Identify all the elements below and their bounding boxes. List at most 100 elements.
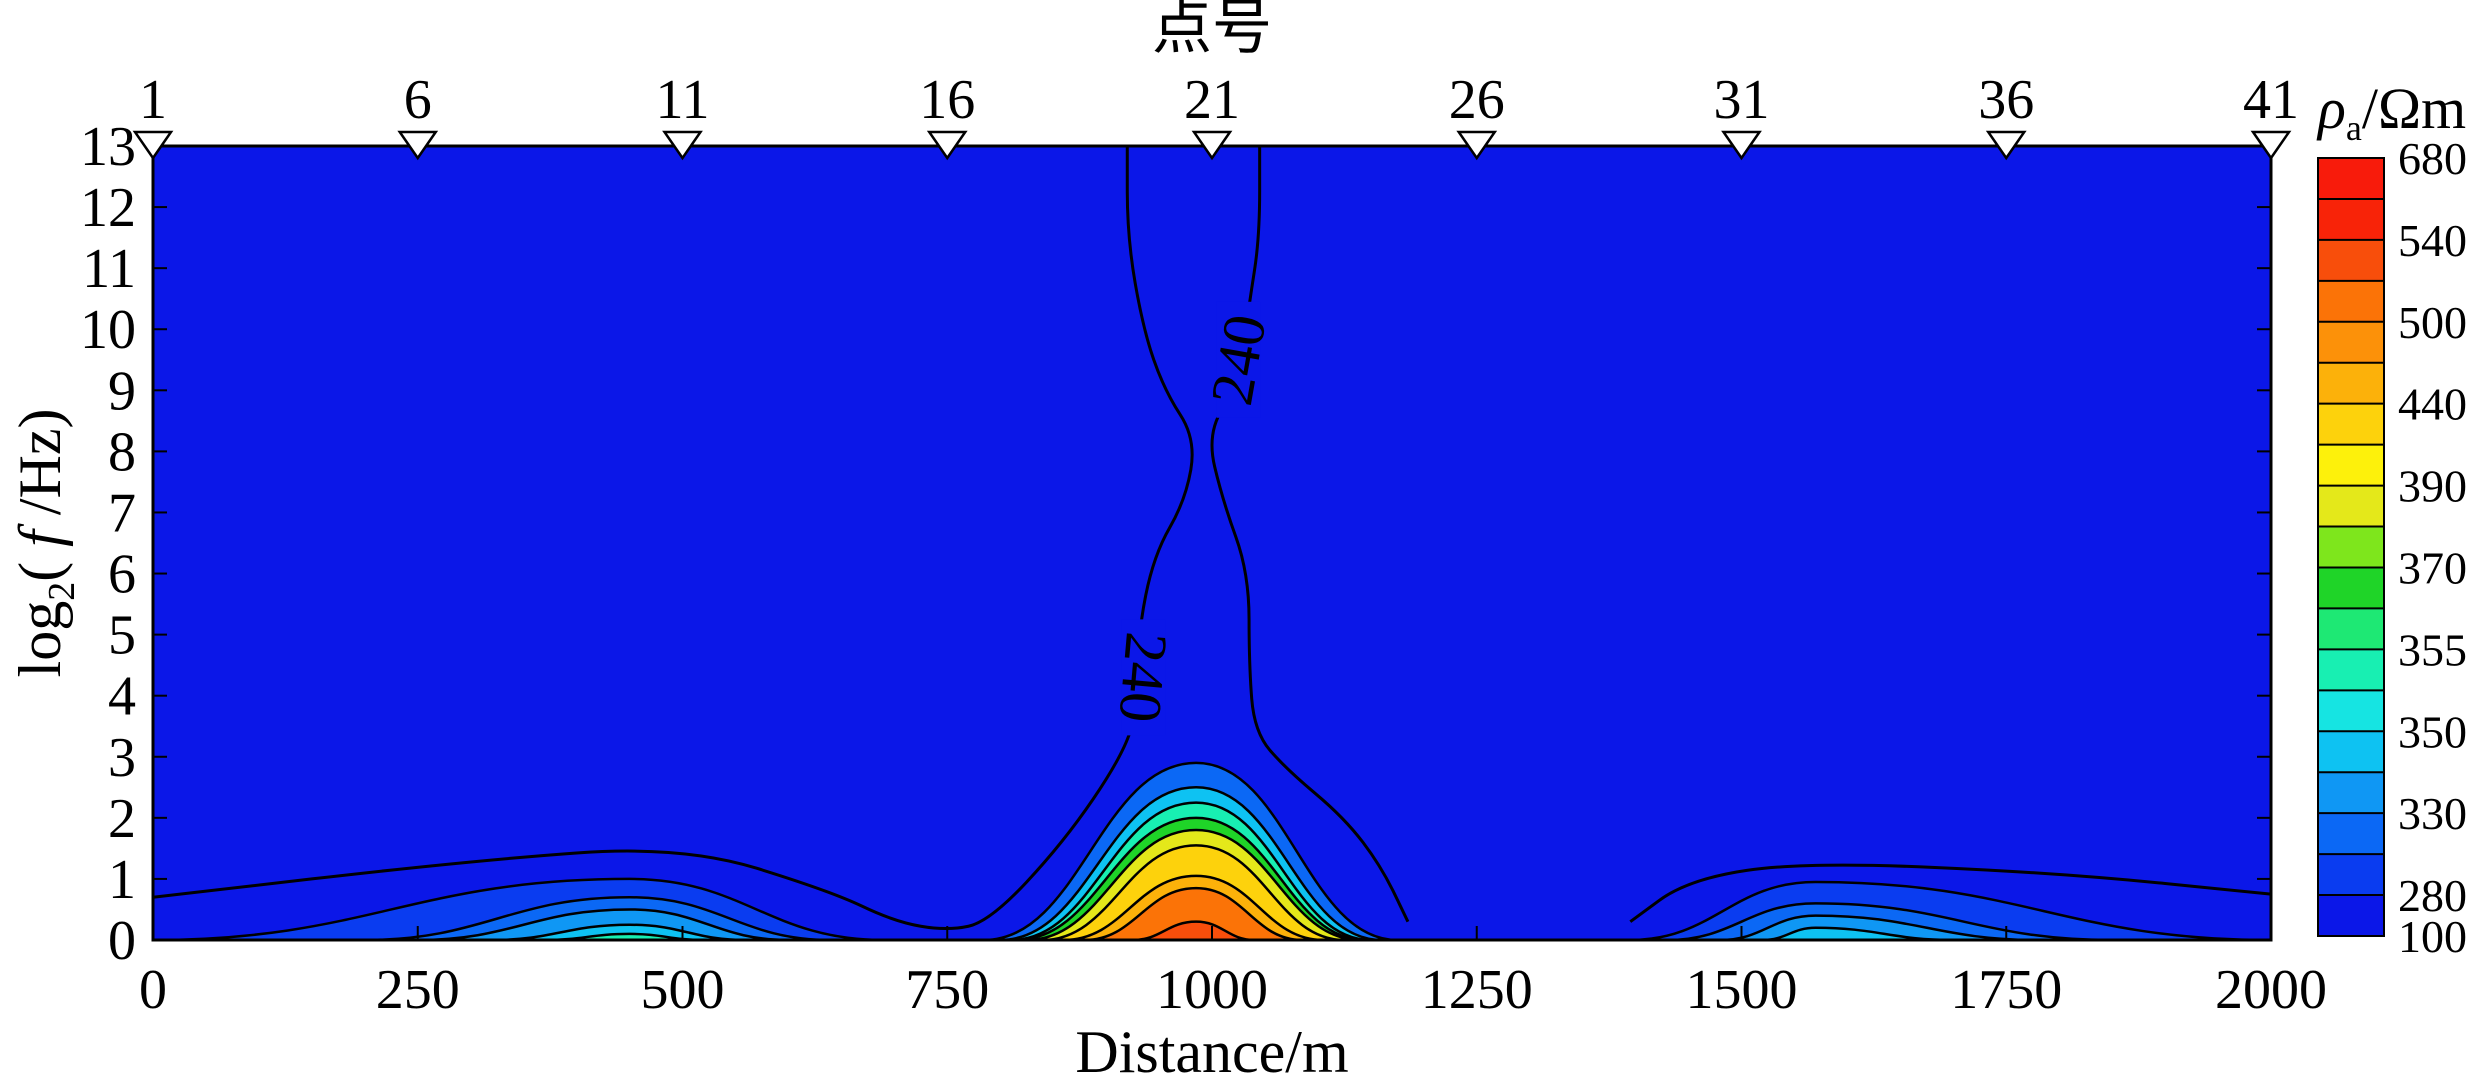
contour-line bbox=[417, 908, 789, 940]
colorbar-segments bbox=[2318, 158, 2384, 937]
plot-area: 240 240 bbox=[151, 144, 2273, 942]
y-tick-label: 5 bbox=[108, 605, 136, 667]
contour-line bbox=[1132, 920, 1255, 940]
y-axis-title-sub: 2 bbox=[41, 582, 83, 601]
station-label: 21 bbox=[1184, 69, 1240, 131]
colorbar-label: 540 bbox=[2398, 215, 2467, 266]
contour-line-240 bbox=[153, 146, 1194, 931]
colorbar-segment bbox=[2318, 280, 2384, 323]
station-label: 16 bbox=[919, 69, 975, 131]
contour-line bbox=[1010, 801, 1371, 940]
contour-line bbox=[1084, 886, 1303, 940]
contour-label-bg bbox=[1121, 619, 1166, 736]
x-axis: 0 250 500 750 1000 1250 1500 1750 2000 bbox=[139, 926, 2327, 1021]
contour-line-240 bbox=[1210, 146, 1410, 923]
y-tick-label: 4 bbox=[108, 666, 136, 728]
station-marker-triangle bbox=[132, 130, 174, 161]
station-marker-triangle bbox=[2250, 130, 2292, 161]
y-tick-label: 11 bbox=[82, 238, 136, 300]
colorbar-segment bbox=[2318, 362, 2384, 405]
colorbar-segment bbox=[2318, 895, 2384, 937]
station-label: 36 bbox=[1978, 69, 2034, 131]
colorbar-label: 330 bbox=[2398, 788, 2467, 839]
contour-line bbox=[1026, 828, 1361, 940]
y-tick-label: 12 bbox=[80, 177, 136, 239]
colorbar-segment bbox=[2318, 567, 2384, 609]
colorbar-frame bbox=[2317, 157, 2385, 937]
station-label: 41 bbox=[2243, 69, 2299, 131]
contour-line bbox=[1000, 786, 1382, 940]
station-marker-triangle bbox=[397, 130, 439, 161]
y-tick-label: 8 bbox=[108, 421, 136, 483]
colorbar-title-unit: /Ωm bbox=[2362, 76, 2466, 141]
contour-label: 240 bbox=[1106, 630, 1180, 725]
station-label: 6 bbox=[404, 69, 432, 131]
station-marker-triangle bbox=[1191, 130, 1233, 161]
colorbar-segment bbox=[2318, 772, 2384, 814]
contour-line bbox=[1667, 902, 2113, 940]
colorbar-segment bbox=[2318, 403, 2384, 446]
y-axis-title-prefix: log bbox=[7, 601, 73, 678]
y-tick-label: 9 bbox=[108, 360, 136, 422]
station-label: 1 bbox=[139, 69, 167, 131]
colorbar-segment bbox=[2318, 690, 2384, 732]
colorbar-segment bbox=[2318, 198, 2384, 241]
contour-band bbox=[1762, 927, 1954, 940]
contour-line bbox=[1720, 914, 2039, 940]
y-tick-label: 13 bbox=[80, 116, 136, 178]
x-tick-label: 500 bbox=[641, 959, 725, 1021]
station-marker-triangle bbox=[1985, 130, 2027, 161]
colorbar-segment bbox=[2318, 731, 2384, 773]
contour-label: 240 bbox=[1198, 310, 1279, 410]
contour-band bbox=[1132, 921, 1255, 940]
y-tick-label: 2 bbox=[108, 788, 136, 850]
colorbar-segment bbox=[2318, 485, 2384, 528]
colorbar-label: 350 bbox=[2398, 706, 2467, 757]
colorbar-title-sub: a bbox=[2346, 108, 2362, 148]
x-tick-label: 2000 bbox=[2215, 959, 2327, 1021]
contour-line bbox=[1630, 880, 2271, 940]
station-marker-triangle bbox=[662, 130, 703, 161]
colorbar-segment bbox=[2318, 444, 2384, 487]
contour-line bbox=[1016, 816, 1366, 940]
x-tick-label: 1250 bbox=[1421, 959, 1533, 1021]
y-axis-title: log2( f /Hz) bbox=[7, 409, 83, 678]
colorbar-label: 390 bbox=[2398, 461, 2467, 512]
contour-label-layer: 240 240 bbox=[1106, 301, 1279, 736]
colorbar-segment bbox=[2318, 649, 2384, 691]
colorbar-segment bbox=[2318, 158, 2384, 200]
y-tick-label: 1 bbox=[108, 849, 136, 911]
station-markers: 1 6 11 16 21 26 31 36 41 bbox=[132, 69, 2299, 161]
contour-line bbox=[364, 895, 831, 940]
colorbar-segment bbox=[2318, 608, 2384, 650]
station-label: 11 bbox=[656, 69, 710, 131]
contour-band bbox=[1084, 888, 1303, 940]
contour-line bbox=[491, 923, 747, 940]
contour-line bbox=[1042, 844, 1345, 940]
colorbar-segment bbox=[2318, 239, 2384, 282]
station-label: 26 bbox=[1449, 69, 1505, 131]
y-axis-title-paren: ( bbox=[7, 547, 73, 582]
x-tick-label: 250 bbox=[376, 959, 460, 1021]
colorbar-segment bbox=[2318, 526, 2384, 568]
x-tick-label: 1750 bbox=[1950, 959, 2062, 1021]
colorbar-segment bbox=[2318, 813, 2384, 855]
y-tick-label: 0 bbox=[108, 910, 136, 972]
colorbar-label: 100 bbox=[2398, 911, 2467, 962]
station-marker-triangle bbox=[1721, 130, 1762, 161]
colorbar-title-symbol: ρ bbox=[2316, 76, 2346, 141]
colorbar-segment bbox=[2318, 854, 2384, 896]
colorbar-label: 370 bbox=[2398, 542, 2467, 593]
y-tick-label: 7 bbox=[108, 482, 136, 544]
y-tick-label: 10 bbox=[80, 299, 136, 361]
colorbar-label: 500 bbox=[2398, 297, 2467, 348]
x-tick-label: 1000 bbox=[1156, 959, 1268, 1021]
top-title: 点号 bbox=[1152, 0, 1272, 61]
contour-label-bg bbox=[1216, 301, 1261, 418]
x-tick-label: 1500 bbox=[1686, 959, 1798, 1021]
contour-line-layer bbox=[153, 146, 2271, 940]
contour-line bbox=[153, 877, 884, 940]
